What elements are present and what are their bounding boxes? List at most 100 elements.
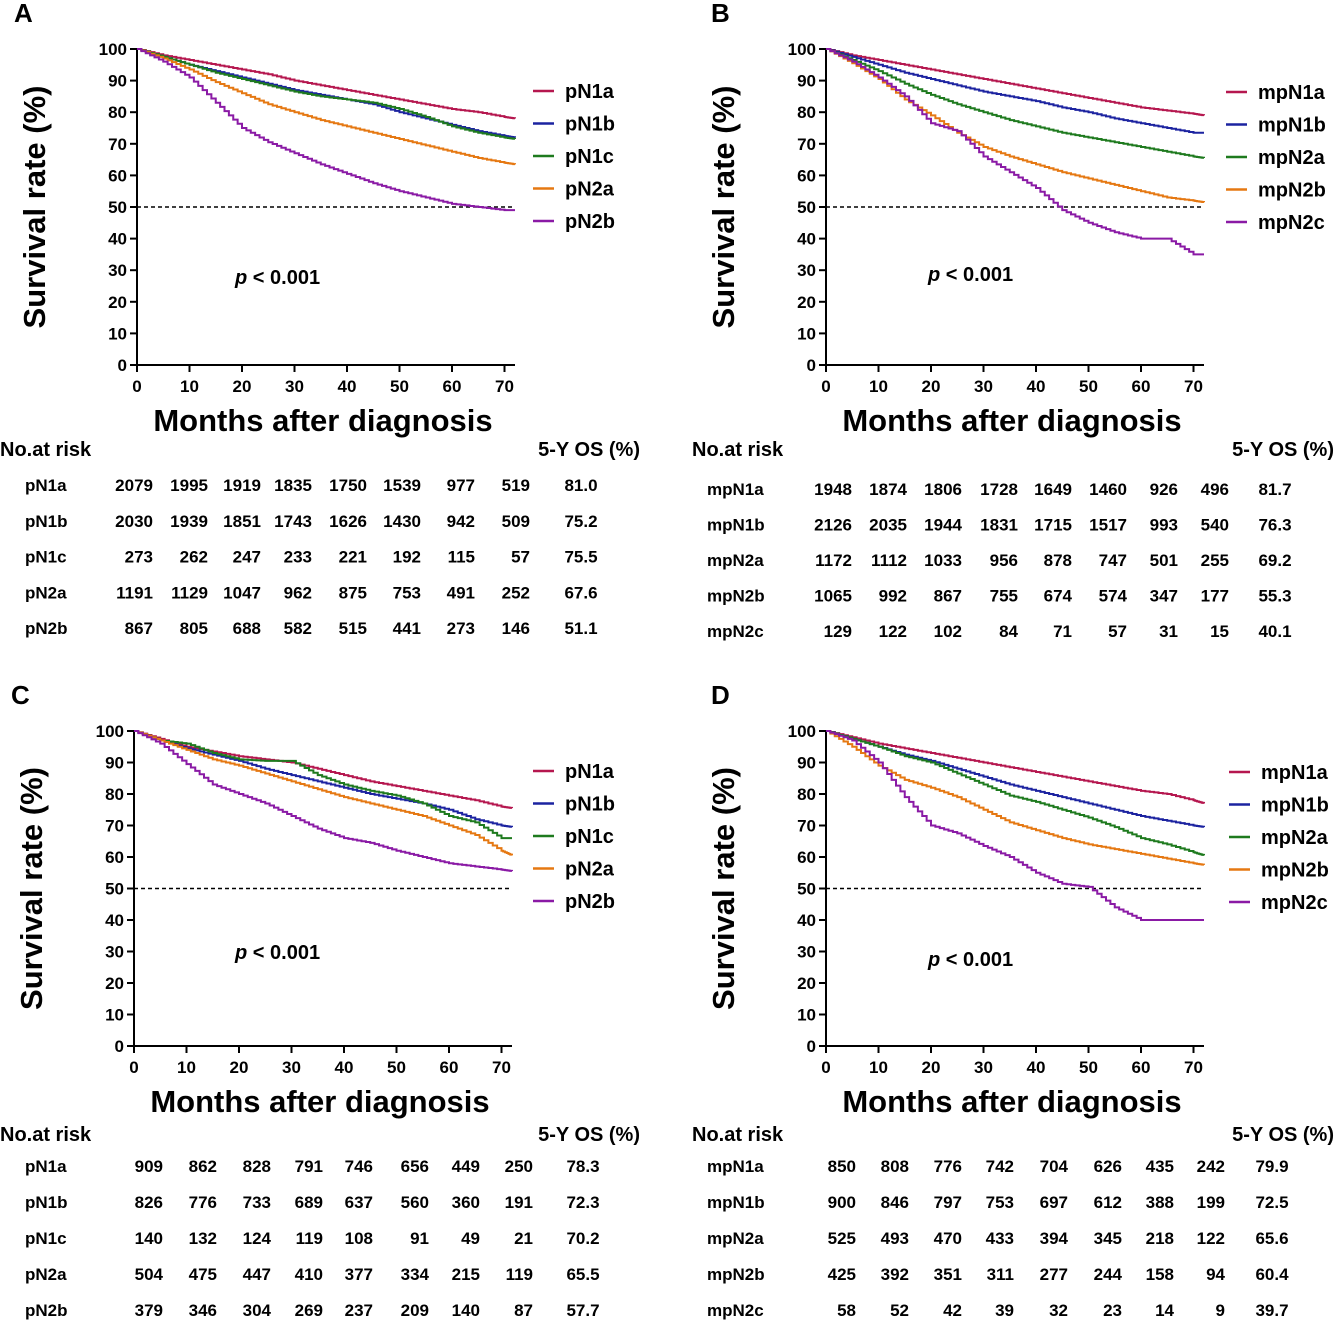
legend-label: pN1c bbox=[565, 826, 614, 848]
x-tick-label: 20 bbox=[922, 377, 941, 396]
risk-count-cell: 674 bbox=[1044, 587, 1073, 606]
risk-table-header: No.at risk bbox=[0, 1124, 92, 1146]
risk-count-cell: 1112 bbox=[871, 551, 907, 570]
risk-count-cell: 826 bbox=[135, 1193, 163, 1212]
risk-count-cell: 252 bbox=[502, 583, 530, 602]
risk-count-cell: 504 bbox=[135, 1265, 164, 1284]
risk-count-cell: 797 bbox=[934, 1193, 962, 1212]
y-tick-label: 10 bbox=[797, 324, 816, 343]
risk-count-cell: 379 bbox=[135, 1301, 163, 1320]
risk-count-cell: 191 bbox=[505, 1193, 533, 1212]
x-tick-label: 30 bbox=[974, 377, 993, 396]
five-year-os-value: 72.5 bbox=[1255, 1193, 1288, 1212]
x-tick-label: 10 bbox=[869, 377, 888, 396]
risk-count-cell: 435 bbox=[1146, 1157, 1174, 1176]
x-axis-label: Months after diagnosis bbox=[153, 403, 492, 438]
risk-count-cell: 9 bbox=[1216, 1301, 1225, 1320]
risk-count-cell: 39 bbox=[995, 1301, 1014, 1320]
x-tick-label: 30 bbox=[282, 1058, 301, 1077]
risk-count-cell: 119 bbox=[506, 1265, 533, 1284]
panel-letter: D bbox=[711, 680, 730, 710]
legend-label: mpN1a bbox=[1258, 82, 1326, 104]
y-tick-label: 30 bbox=[797, 943, 816, 962]
risk-row-label: mpN2c bbox=[707, 622, 764, 641]
y-axis-label: Survival rate (%) bbox=[17, 86, 52, 329]
risk-count-cell: 87 bbox=[514, 1301, 533, 1320]
x-tick-label: 50 bbox=[1079, 1058, 1098, 1077]
five-year-os-value: 65.5 bbox=[566, 1265, 599, 1284]
x-tick-label: 20 bbox=[233, 377, 252, 396]
risk-row-label: mpN2b bbox=[707, 587, 765, 606]
legend-label: mpN2c bbox=[1258, 212, 1325, 234]
risk-count-cell: 449 bbox=[452, 1157, 480, 1176]
risk-count-cell: 926 bbox=[1150, 480, 1178, 499]
risk-row-label: pN1b bbox=[25, 512, 68, 531]
risk-count-cell: 57 bbox=[511, 548, 530, 567]
risk-count-cell: 221 bbox=[339, 548, 367, 567]
survival-curve-pn1a bbox=[134, 730, 513, 809]
survival-curve-pn1b bbox=[137, 48, 516, 139]
risk-row-label: mpN2b bbox=[707, 1265, 765, 1284]
x-axis-label: Months after diagnosis bbox=[150, 1084, 489, 1119]
y-tick-label: 80 bbox=[105, 785, 124, 804]
risk-row-label: pN2b bbox=[25, 1301, 68, 1320]
risk-count-cell: 776 bbox=[189, 1193, 217, 1212]
five-year-os-value: 78.3 bbox=[566, 1157, 599, 1176]
risk-row-label: pN1a bbox=[25, 1157, 67, 1176]
risk-count-cell: 91 bbox=[410, 1229, 429, 1248]
risk-count-cell: 878 bbox=[1044, 551, 1072, 570]
y-tick-label: 60 bbox=[797, 848, 816, 867]
risk-count-cell: 977 bbox=[447, 476, 475, 495]
os-column-header: 5-Y OS (%) bbox=[538, 1124, 640, 1146]
p-value-annotation: p < 0.001 bbox=[234, 942, 320, 964]
risk-count-cell: 433 bbox=[986, 1229, 1014, 1248]
y-tick-label: 0 bbox=[807, 1037, 816, 1056]
risk-count-cell: 850 bbox=[828, 1157, 856, 1176]
os-column-header: 5-Y OS (%) bbox=[538, 439, 640, 461]
risk-count-cell: 1649 bbox=[1034, 480, 1072, 499]
risk-row-label: pN1a bbox=[25, 476, 67, 495]
y-tick-label: 0 bbox=[807, 356, 816, 375]
risk-count-cell: 1539 bbox=[383, 476, 421, 495]
risk-count-cell: 909 bbox=[135, 1157, 163, 1176]
legend-label: mpN1a bbox=[1261, 762, 1329, 784]
y-tick-label: 20 bbox=[105, 974, 124, 993]
risk-count-cell: 425 bbox=[828, 1265, 856, 1284]
legend-label: pN2a bbox=[565, 179, 615, 201]
risk-count-cell: 867 bbox=[934, 587, 962, 606]
risk-row-label: pN2a bbox=[25, 583, 67, 602]
risk-count-cell: 392 bbox=[881, 1265, 909, 1284]
risk-count-cell: 2035 bbox=[869, 516, 907, 535]
legend-label: mpN2a bbox=[1258, 147, 1326, 169]
risk-count-cell: 52 bbox=[890, 1301, 909, 1320]
legend-label: pN1a bbox=[565, 81, 615, 103]
x-tick-label: 30 bbox=[974, 1058, 993, 1077]
risk-count-cell: 1191 bbox=[116, 583, 153, 602]
risk-count-cell: 846 bbox=[881, 1193, 909, 1212]
risk-count-cell: 215 bbox=[452, 1265, 480, 1284]
risk-count-cell: 1919 bbox=[223, 476, 261, 495]
risk-count-cell: 515 bbox=[339, 619, 367, 638]
panel-letter: A bbox=[14, 0, 33, 28]
risk-count-cell: 1835 bbox=[274, 476, 312, 495]
x-tick-label: 40 bbox=[335, 1058, 354, 1077]
risk-count-cell: 470 bbox=[934, 1229, 962, 1248]
risk-row-label: pN1c bbox=[25, 548, 67, 567]
risk-count-cell: 255 bbox=[1201, 551, 1229, 570]
risk-count-cell: 273 bbox=[447, 619, 475, 638]
x-tick-label: 0 bbox=[821, 377, 830, 396]
five-year-os-value: 69.2 bbox=[1258, 551, 1291, 570]
legend-label: pN1c bbox=[565, 146, 614, 168]
risk-count-cell: 247 bbox=[233, 548, 261, 567]
risk-count-cell: 1851 bbox=[223, 512, 261, 531]
risk-row-label: pN1b bbox=[25, 1193, 68, 1212]
panel-letter: C bbox=[11, 680, 30, 710]
risk-count-cell: 1065 bbox=[814, 587, 852, 606]
risk-count-cell: 360 bbox=[452, 1193, 480, 1212]
risk-count-cell: 1743 bbox=[274, 512, 312, 531]
risk-row-label: pN1c bbox=[25, 1229, 67, 1248]
y-tick-label: 50 bbox=[108, 198, 127, 217]
y-tick-label: 20 bbox=[108, 293, 127, 312]
